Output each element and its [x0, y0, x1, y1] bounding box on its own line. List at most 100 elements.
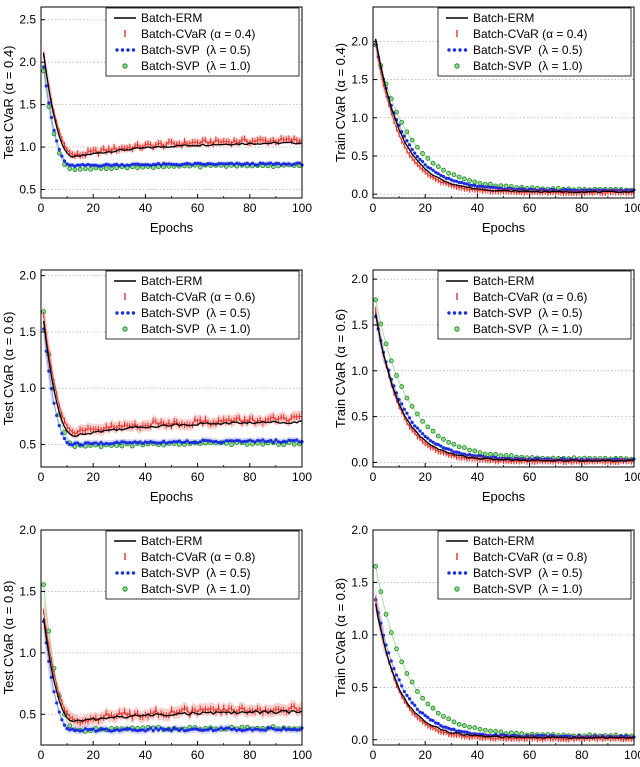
legend-label-4: Batch-SVP (λ = 1.0): [141, 582, 251, 596]
x-axis-label: Epochs: [482, 489, 526, 504]
point-s3-98: [297, 728, 301, 732]
point-s3-65: [211, 162, 215, 166]
point-s4-2: [46, 628, 52, 634]
legend-label-2: Batch-CVaR (α = 0.8): [473, 550, 587, 564]
point-s4-26: [441, 167, 446, 173]
point-s4-8: [394, 373, 399, 378]
point-s3-28: [447, 447, 451, 451]
point-s3-12: [405, 139, 409, 143]
x-tick-label-3: 60: [191, 748, 205, 762]
point-s3-36: [135, 728, 140, 733]
point-s3-13: [407, 143, 412, 147]
point-s3-70: [224, 726, 228, 730]
y-tick-label-1: 0.5: [351, 149, 368, 163]
x-tick-label-5: 100: [624, 470, 640, 484]
point-s3-34: [462, 181, 466, 186]
point-s3-25: [107, 163, 111, 167]
point-s4-12: [404, 671, 410, 676]
point-s3-40: [146, 163, 150, 167]
point-s3-33: [128, 440, 132, 445]
point-s4-46: [161, 442, 167, 448]
point-s3-29: [449, 178, 453, 182]
point-s4-4: [383, 611, 389, 617]
point-s3-35: [465, 730, 469, 734]
point-s3-11: [70, 443, 74, 447]
point-s3-35: [133, 440, 137, 444]
x-tick-label-0: 0: [38, 470, 45, 484]
point-s3-30: [452, 727, 456, 731]
point-s3-67: [216, 440, 221, 445]
point-s4-42: [482, 727, 488, 733]
legend-box: [105, 7, 300, 77]
point-s3-80: [250, 728, 255, 732]
point-s3-16: [415, 707, 419, 712]
y-tick-label-2: 1.0: [351, 111, 368, 125]
point-s3-42: [151, 440, 155, 444]
point-s3-79: [248, 163, 252, 167]
point-s3-62: [203, 163, 208, 167]
point-s3-95: [289, 438, 294, 443]
point-s3-42: [151, 162, 155, 167]
point-s3-52: [177, 163, 181, 167]
point-s4-2: [46, 104, 52, 109]
y-tick-label-4: 2.0: [351, 272, 368, 286]
point-s3-37: [470, 453, 474, 458]
point-s3-33: [460, 180, 464, 185]
point-s3-24: [436, 443, 440, 447]
point-s3-94: [287, 727, 291, 731]
point-s3-21: [96, 164, 101, 168]
point-s3-25: [439, 724, 443, 728]
point-s4-22: [430, 705, 436, 711]
point-s4-78: [244, 442, 250, 447]
y-tick-label-0: 0.0: [351, 455, 368, 469]
legend-label-4: Batch-SVP (λ = 1.0): [473, 322, 583, 336]
legend-box: [437, 270, 632, 340]
point-s3-70: [224, 439, 228, 443]
x-tick-label-5: 100: [624, 201, 640, 215]
point-s4-20: [425, 701, 431, 707]
point-s3-6: [57, 423, 61, 428]
point-s3-57: [522, 187, 526, 192]
point-s3-46: [162, 727, 166, 732]
point-s3-29: [449, 448, 453, 452]
point-s3-27: [444, 725, 448, 729]
legend-label-1: Batch-ERM: [141, 11, 202, 25]
point-s3-6: [57, 147, 61, 152]
point-s3-20: [94, 729, 98, 733]
point-s4-34: [130, 443, 135, 449]
point-s3-59: [196, 161, 200, 166]
point-s4-44: [488, 451, 493, 457]
point-s4-18: [420, 418, 425, 424]
point-s3-18: [88, 727, 93, 731]
point-s3-91: [279, 163, 283, 167]
point-s3-63: [206, 728, 210, 732]
point-s3-13: [75, 163, 80, 167]
legend-label-4: Batch-SVP (λ = 1.0): [141, 322, 251, 336]
point-s4-16: [415, 144, 420, 150]
point-s3-28: [447, 726, 451, 730]
point-s3-73: [232, 162, 236, 167]
point-s3-58: [193, 161, 197, 166]
point-s3-77: [242, 162, 247, 166]
legend-label-4: Batch-SVP (λ = 1.0): [473, 59, 583, 73]
point-s3-41: [481, 184, 485, 189]
point-s4-44: [488, 728, 493, 734]
point-s3-49: [169, 162, 174, 166]
point-s3-97: [295, 438, 299, 442]
point-s4-2: [378, 589, 384, 594]
point-s3-14: [410, 420, 414, 424]
point-s3-57: [190, 727, 194, 731]
point-s3-26: [441, 446, 446, 450]
point-s3-45: [159, 726, 163, 730]
point-s3-98: [297, 440, 301, 444]
point-s3-2: [47, 101, 51, 105]
legend-marker-svp05-dot: [131, 48, 136, 52]
point-s3-23: [102, 442, 106, 446]
series-line-1: [374, 38, 635, 194]
point-s3-7: [60, 154, 64, 158]
point-s4-36: [135, 165, 140, 171]
point-s3-36: [467, 183, 472, 187]
point-s3-23: [102, 727, 106, 731]
point-s3-62: [535, 734, 540, 738]
